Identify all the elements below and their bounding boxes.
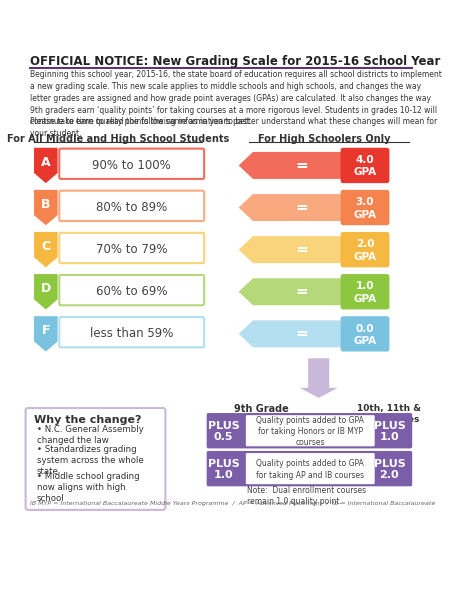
Text: • N.C. General Assembly
changed the law: • N.C. General Assembly changed the law [36, 425, 143, 445]
Text: 1.0
GPA: 1.0 GPA [354, 281, 376, 304]
Text: OFFICIAL NOTICE: New Grading Scale for 2015-16 School Year: OFFICIAL NOTICE: New Grading Scale for 2… [30, 55, 440, 68]
Text: 2.0
GPA: 2.0 GPA [354, 239, 376, 262]
Text: • Middle school grading
now aligns with high
school: • Middle school grading now aligns with … [36, 472, 139, 503]
Text: 9th Grade: 9th Grade [234, 404, 288, 414]
Polygon shape [239, 152, 341, 179]
Text: A: A [41, 156, 51, 169]
FancyBboxPatch shape [341, 316, 390, 352]
Text: 3.0
GPA: 3.0 GPA [354, 197, 376, 219]
Text: 90% to 100%: 90% to 100% [92, 159, 171, 172]
Text: IB MYP = International Baccalaureate Middle Years Programme  /  AP = Advanced Pl: IB MYP = International Baccalaureate Mid… [30, 501, 435, 506]
FancyBboxPatch shape [59, 233, 204, 263]
FancyBboxPatch shape [341, 232, 390, 267]
Polygon shape [239, 321, 341, 348]
Text: Quality points added to GPA
for taking Honors or IB MYP
courses: Quality points added to GPA for taking H… [256, 416, 364, 447]
Polygon shape [34, 148, 58, 183]
Text: PLUS
1.0: PLUS 1.0 [208, 459, 239, 480]
Text: D: D [41, 282, 51, 295]
Polygon shape [34, 190, 58, 225]
Text: 60% to 69%: 60% to 69% [96, 285, 167, 299]
Text: 80% to 89%: 80% to 89% [96, 201, 167, 214]
Text: 4.0
GPA: 4.0 GPA [354, 155, 376, 178]
Text: =: = [295, 158, 308, 173]
Text: B: B [41, 197, 51, 211]
FancyBboxPatch shape [59, 317, 204, 348]
Polygon shape [239, 194, 341, 221]
FancyBboxPatch shape [59, 191, 204, 221]
Text: =: = [295, 326, 308, 341]
FancyBboxPatch shape [26, 408, 165, 510]
Text: PLUS
0.5: PLUS 0.5 [208, 421, 239, 443]
Text: =: = [295, 284, 308, 299]
Polygon shape [300, 358, 337, 398]
Text: Please take time to read the following information to better understand what the: Please take time to read the following i… [30, 118, 437, 138]
Text: • Standardizes grading
system across the whole
state: • Standardizes grading system across the… [36, 445, 143, 476]
FancyBboxPatch shape [341, 148, 390, 183]
Text: =: = [295, 242, 308, 257]
Text: Quality points added to GPA
for taking AP and IB courses: Quality points added to GPA for taking A… [256, 459, 365, 479]
Text: PLUS
2.0: PLUS 2.0 [374, 459, 405, 480]
Polygon shape [239, 278, 341, 305]
Text: PLUS
1.0: PLUS 1.0 [374, 421, 405, 443]
Text: F: F [42, 324, 50, 337]
FancyBboxPatch shape [246, 415, 374, 446]
FancyBboxPatch shape [341, 190, 390, 225]
Text: For All Middle and High School Students: For All Middle and High School Students [7, 134, 229, 144]
Text: Beginning this school year, 2015-16, the state board of education requires all s: Beginning this school year, 2015-16, the… [30, 70, 442, 126]
Text: For High Schoolers Only: For High Schoolers Only [258, 134, 391, 144]
Text: Why the change?: Why the change? [34, 415, 142, 425]
FancyBboxPatch shape [246, 453, 374, 484]
FancyBboxPatch shape [59, 275, 204, 305]
Text: less than 59%: less than 59% [90, 327, 173, 340]
Text: 70% to 79%: 70% to 79% [96, 243, 167, 256]
Polygon shape [34, 274, 58, 310]
FancyBboxPatch shape [341, 274, 390, 310]
FancyBboxPatch shape [207, 413, 412, 449]
FancyBboxPatch shape [59, 148, 204, 179]
Text: =: = [295, 200, 308, 215]
Text: 0.0
GPA: 0.0 GPA [354, 324, 376, 346]
Polygon shape [34, 232, 58, 267]
Polygon shape [34, 316, 58, 352]
Text: Note:  Dual enrollment courses
remain 1.0 quality point.: Note: Dual enrollment courses remain 1.0… [247, 486, 366, 506]
Polygon shape [239, 236, 341, 263]
Text: 10th, 11th &
12th Grades: 10th, 11th & 12th Grades [356, 404, 420, 424]
FancyBboxPatch shape [207, 451, 412, 486]
Text: C: C [41, 240, 50, 253]
